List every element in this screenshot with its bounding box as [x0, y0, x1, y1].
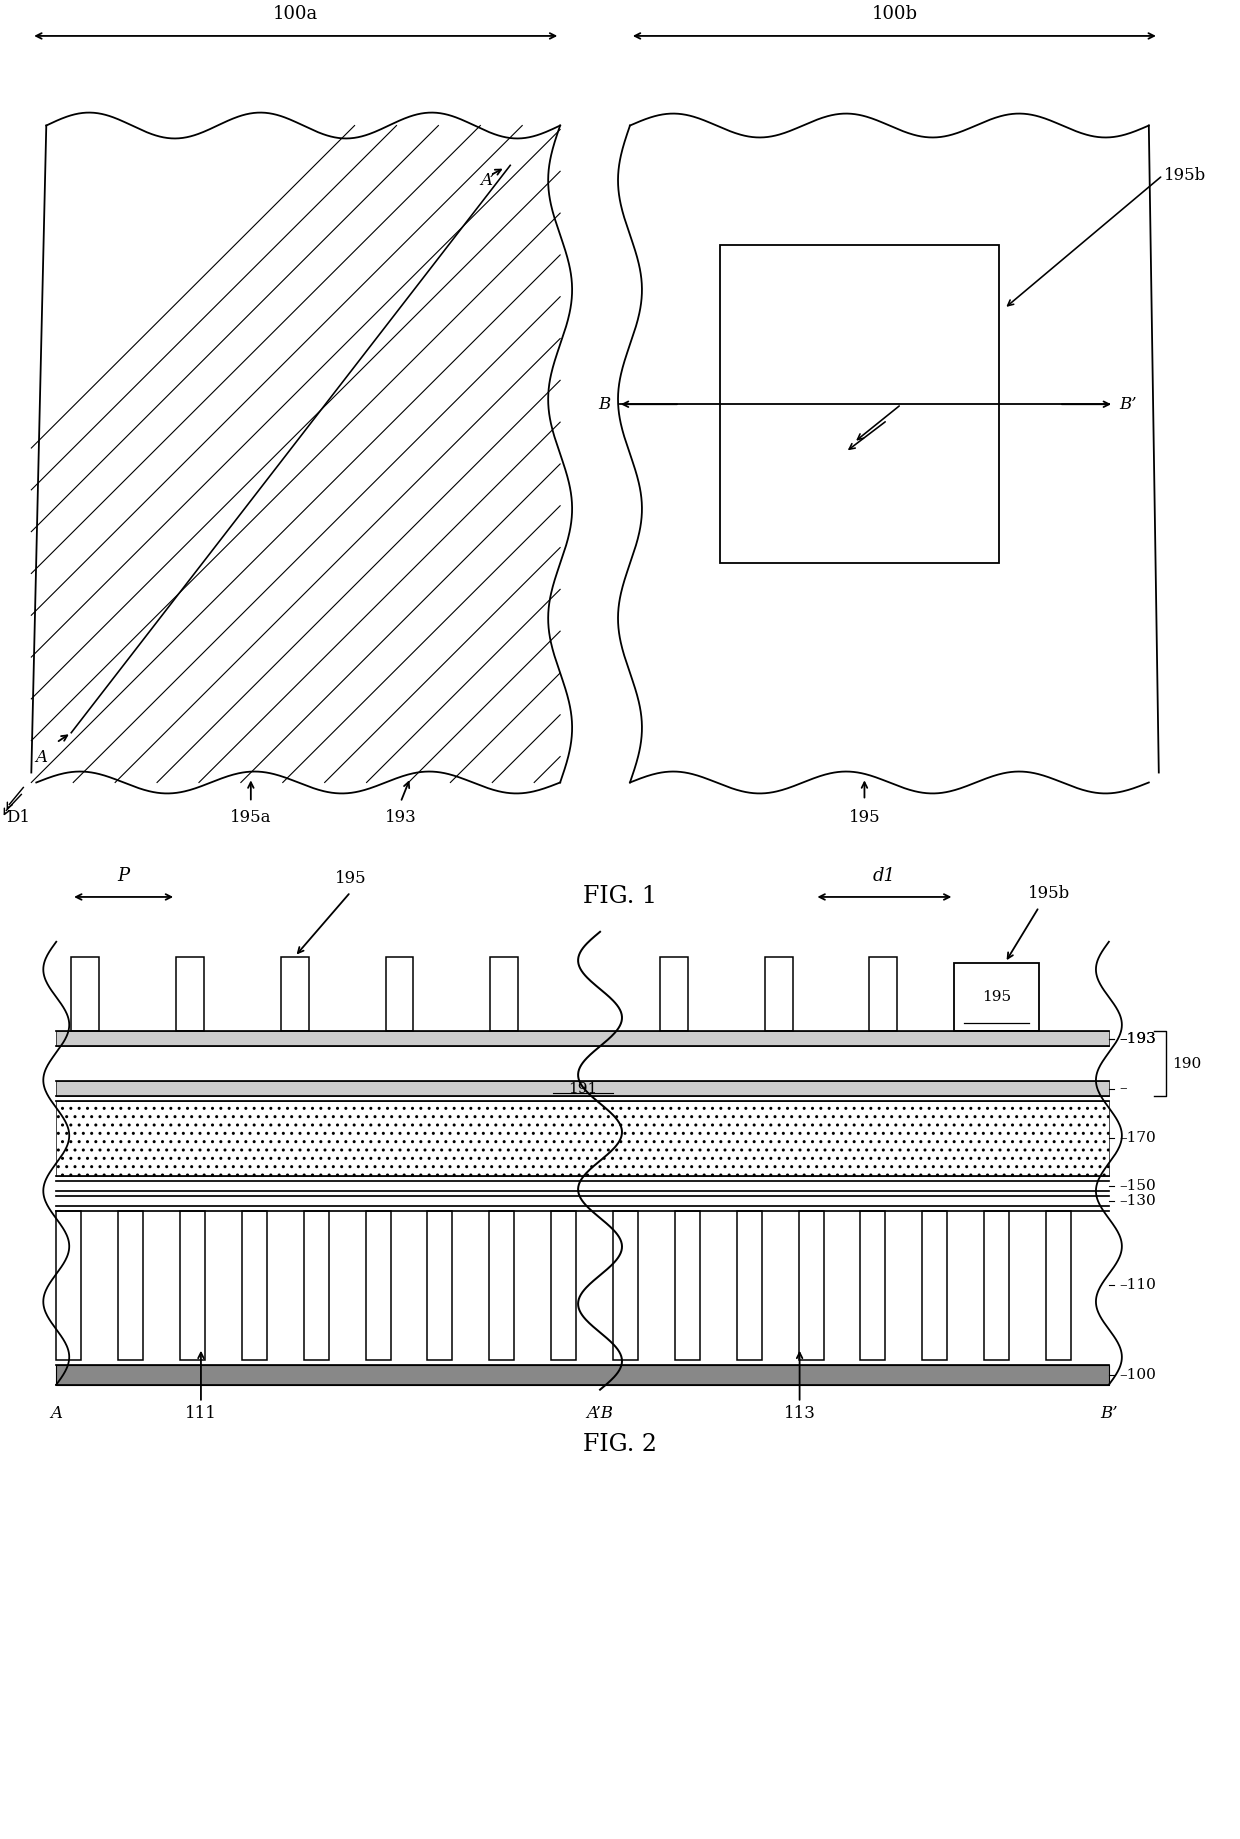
Text: 195b: 195b: [1164, 167, 1207, 184]
Bar: [799, 1210, 823, 1359]
Text: FIG. 1: FIG. 1: [583, 885, 657, 908]
Bar: [242, 1210, 267, 1359]
Text: –170: –170: [1118, 1131, 1156, 1146]
Text: 195: 195: [982, 989, 1011, 1004]
Bar: [180, 1210, 205, 1359]
Text: –: –: [1118, 1081, 1126, 1096]
Bar: [985, 1210, 1009, 1359]
Bar: [490, 1210, 515, 1359]
Bar: [675, 1210, 699, 1359]
Bar: [861, 1210, 885, 1359]
Text: 113: 113: [784, 1405, 816, 1422]
Text: A: A: [35, 748, 47, 767]
Text: 195a: 195a: [231, 809, 272, 826]
Bar: [955, 962, 1039, 1032]
Text: 195: 195: [335, 870, 366, 886]
Bar: [386, 956, 413, 1032]
Text: D1: D1: [6, 809, 30, 826]
Text: FIG. 2: FIG. 2: [583, 1433, 657, 1456]
Bar: [613, 1210, 637, 1359]
Text: –150: –150: [1118, 1179, 1156, 1194]
Bar: [304, 1210, 329, 1359]
Text: –130: –130: [1118, 1194, 1156, 1208]
Text: 111: 111: [185, 1405, 217, 1422]
Bar: [719, 245, 999, 563]
Bar: [71, 956, 99, 1032]
Text: A’B: A’B: [587, 1405, 614, 1422]
Text: –110: –110: [1118, 1278, 1156, 1293]
Text: 195: 195: [848, 809, 880, 826]
Bar: [490, 956, 518, 1032]
Bar: [737, 1210, 761, 1359]
Bar: [765, 956, 792, 1032]
Text: d1: d1: [873, 866, 897, 885]
Bar: [56, 1081, 1109, 1096]
Bar: [869, 956, 898, 1032]
Text: 195b: 195b: [1028, 885, 1070, 901]
Text: 190: 190: [1172, 1057, 1202, 1070]
Bar: [56, 1365, 1109, 1385]
Bar: [428, 1210, 453, 1359]
Bar: [118, 1210, 143, 1359]
Text: B’: B’: [1100, 1405, 1117, 1422]
Text: A: A: [51, 1405, 62, 1422]
Text: B’: B’: [1118, 395, 1136, 412]
Bar: [923, 1210, 947, 1359]
Text: –100: –100: [1118, 1368, 1156, 1381]
Bar: [551, 1210, 577, 1359]
Text: P: P: [118, 866, 130, 885]
Bar: [1047, 1210, 1071, 1359]
Text: 193: 193: [384, 809, 417, 826]
Bar: [280, 956, 309, 1032]
Bar: [56, 1032, 1109, 1046]
Text: 191: 191: [568, 1081, 598, 1096]
Text: 100b: 100b: [872, 6, 918, 24]
Bar: [176, 956, 203, 1032]
Bar: [660, 956, 688, 1032]
Text: –193: –193: [1118, 1032, 1156, 1046]
Text: A’: A’: [480, 171, 495, 189]
Bar: [56, 1210, 81, 1359]
Text: –193: –193: [1118, 1032, 1156, 1046]
Text: 100a: 100a: [273, 6, 319, 24]
Bar: [366, 1210, 391, 1359]
Bar: [56, 1102, 1109, 1175]
Text: B: B: [598, 395, 610, 412]
